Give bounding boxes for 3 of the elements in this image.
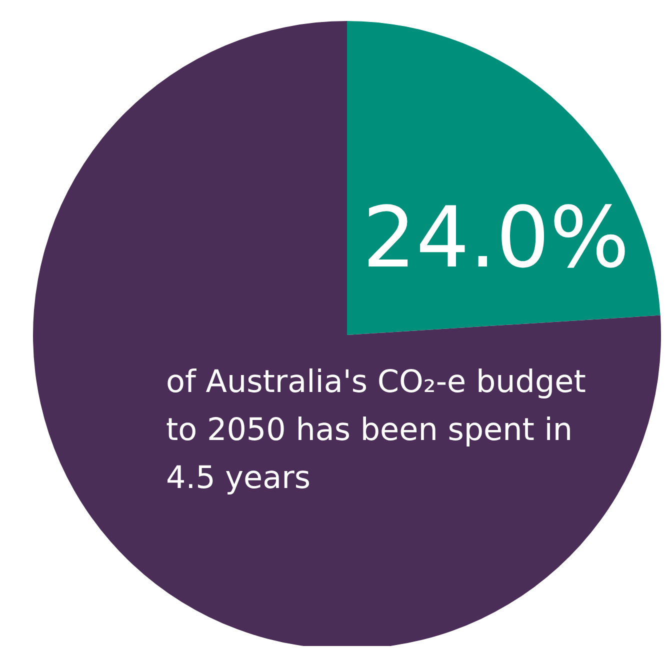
data-label: 24.0% (362, 188, 630, 287)
text: of Australia's CO₂-e budget to 2050 has been spent in 4.5 years (166, 363, 587, 498)
pie-slice (347, 21, 660, 335)
